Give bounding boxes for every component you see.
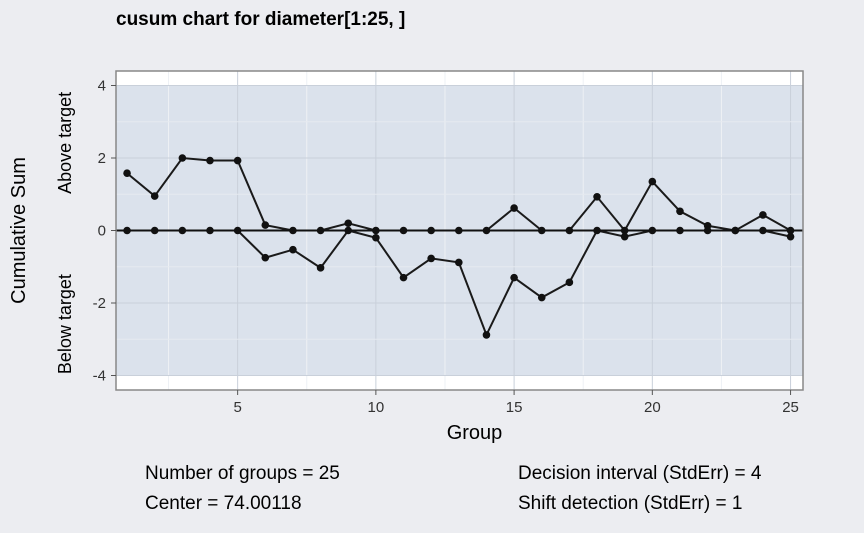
above-target-label: Above target (55, 92, 75, 194)
decision-interval: Decision interval (StdErr) = 4 (518, 463, 762, 484)
data-point-below (316, 264, 325, 272)
data-point-below (510, 273, 518, 282)
data-point-below (261, 253, 270, 262)
x-tick-label: 5 (233, 399, 241, 416)
data-point-above (593, 192, 601, 201)
y-tick-label: -2 (93, 295, 106, 312)
center-value: Center = 74.00118 (145, 493, 302, 514)
data-point-above (150, 192, 159, 200)
data-point-below (482, 331, 491, 339)
data-point-below (399, 273, 408, 282)
data-point-above (289, 226, 297, 235)
data-point-above (482, 226, 491, 235)
data-point-below (759, 226, 767, 235)
data-point-below (206, 226, 214, 235)
data-point-below (676, 226, 684, 235)
data-point-above (344, 219, 353, 228)
data-points (123, 154, 795, 339)
data-point-above (759, 211, 767, 219)
chart-title: cusum chart for diameter[1:25, ] (116, 9, 405, 30)
stats-left: Number of groups = 25 Center = 74.00118 (145, 459, 340, 519)
data-point-above (537, 226, 546, 235)
below-target-label: Below target (55, 274, 75, 374)
data-point-below (427, 254, 435, 263)
data-point-below (344, 226, 353, 235)
data-point-above (676, 207, 684, 216)
x-tick-label: 10 (368, 399, 385, 416)
stats-right: Decision interval (StdErr) = 4 Shift det… (518, 459, 761, 519)
data-point-below (703, 226, 712, 235)
data-point-below (289, 245, 297, 254)
data-point-above (427, 226, 435, 235)
data-point-below (593, 226, 601, 235)
data-point-below (233, 226, 242, 235)
data-point-below (150, 226, 159, 235)
data-point-below (178, 226, 187, 235)
data-point-above (233, 156, 242, 165)
data-point-above (620, 226, 629, 235)
data-point-below (648, 226, 657, 235)
y-tick-label: -4 (93, 368, 106, 385)
y-tick-label: 4 (98, 78, 106, 95)
data-point-below (123, 226, 131, 235)
y-tick-label: 0 (98, 223, 106, 240)
x-axis-label: Group (447, 422, 503, 444)
data-point-above (372, 226, 380, 235)
data-point-above (510, 204, 518, 212)
shift-detection: Shift detection (StdErr) = 1 (518, 493, 743, 514)
data-point-above (648, 177, 657, 186)
data-point-below (537, 293, 546, 302)
data-point-above (178, 154, 187, 162)
data-point-below (372, 233, 380, 242)
data-point-below (731, 226, 740, 235)
data-point-above (261, 221, 270, 229)
y-axis-label: Cumulative Sum (8, 157, 30, 304)
data-point-above (455, 226, 463, 235)
data-point-above (565, 226, 574, 235)
data-point-below (565, 278, 574, 287)
data-point-above (123, 169, 131, 178)
data-point-above (316, 226, 325, 235)
data-point-below (455, 258, 463, 267)
data-point-below (786, 232, 795, 241)
x-tick-label: 15 (506, 399, 523, 416)
data-point-above (399, 226, 408, 235)
data-point-above (786, 226, 795, 235)
x-tick-label: 20 (644, 399, 661, 416)
number-of-groups: Number of groups = 25 (145, 463, 340, 484)
data-point-below (620, 232, 629, 241)
axis-ticks: 5 10 15 20 25 -4 -2 0 2 4 (93, 78, 799, 417)
x-tick-label: 25 (782, 399, 799, 416)
y-tick-label: 2 (98, 150, 106, 167)
data-point-above (206, 156, 214, 165)
